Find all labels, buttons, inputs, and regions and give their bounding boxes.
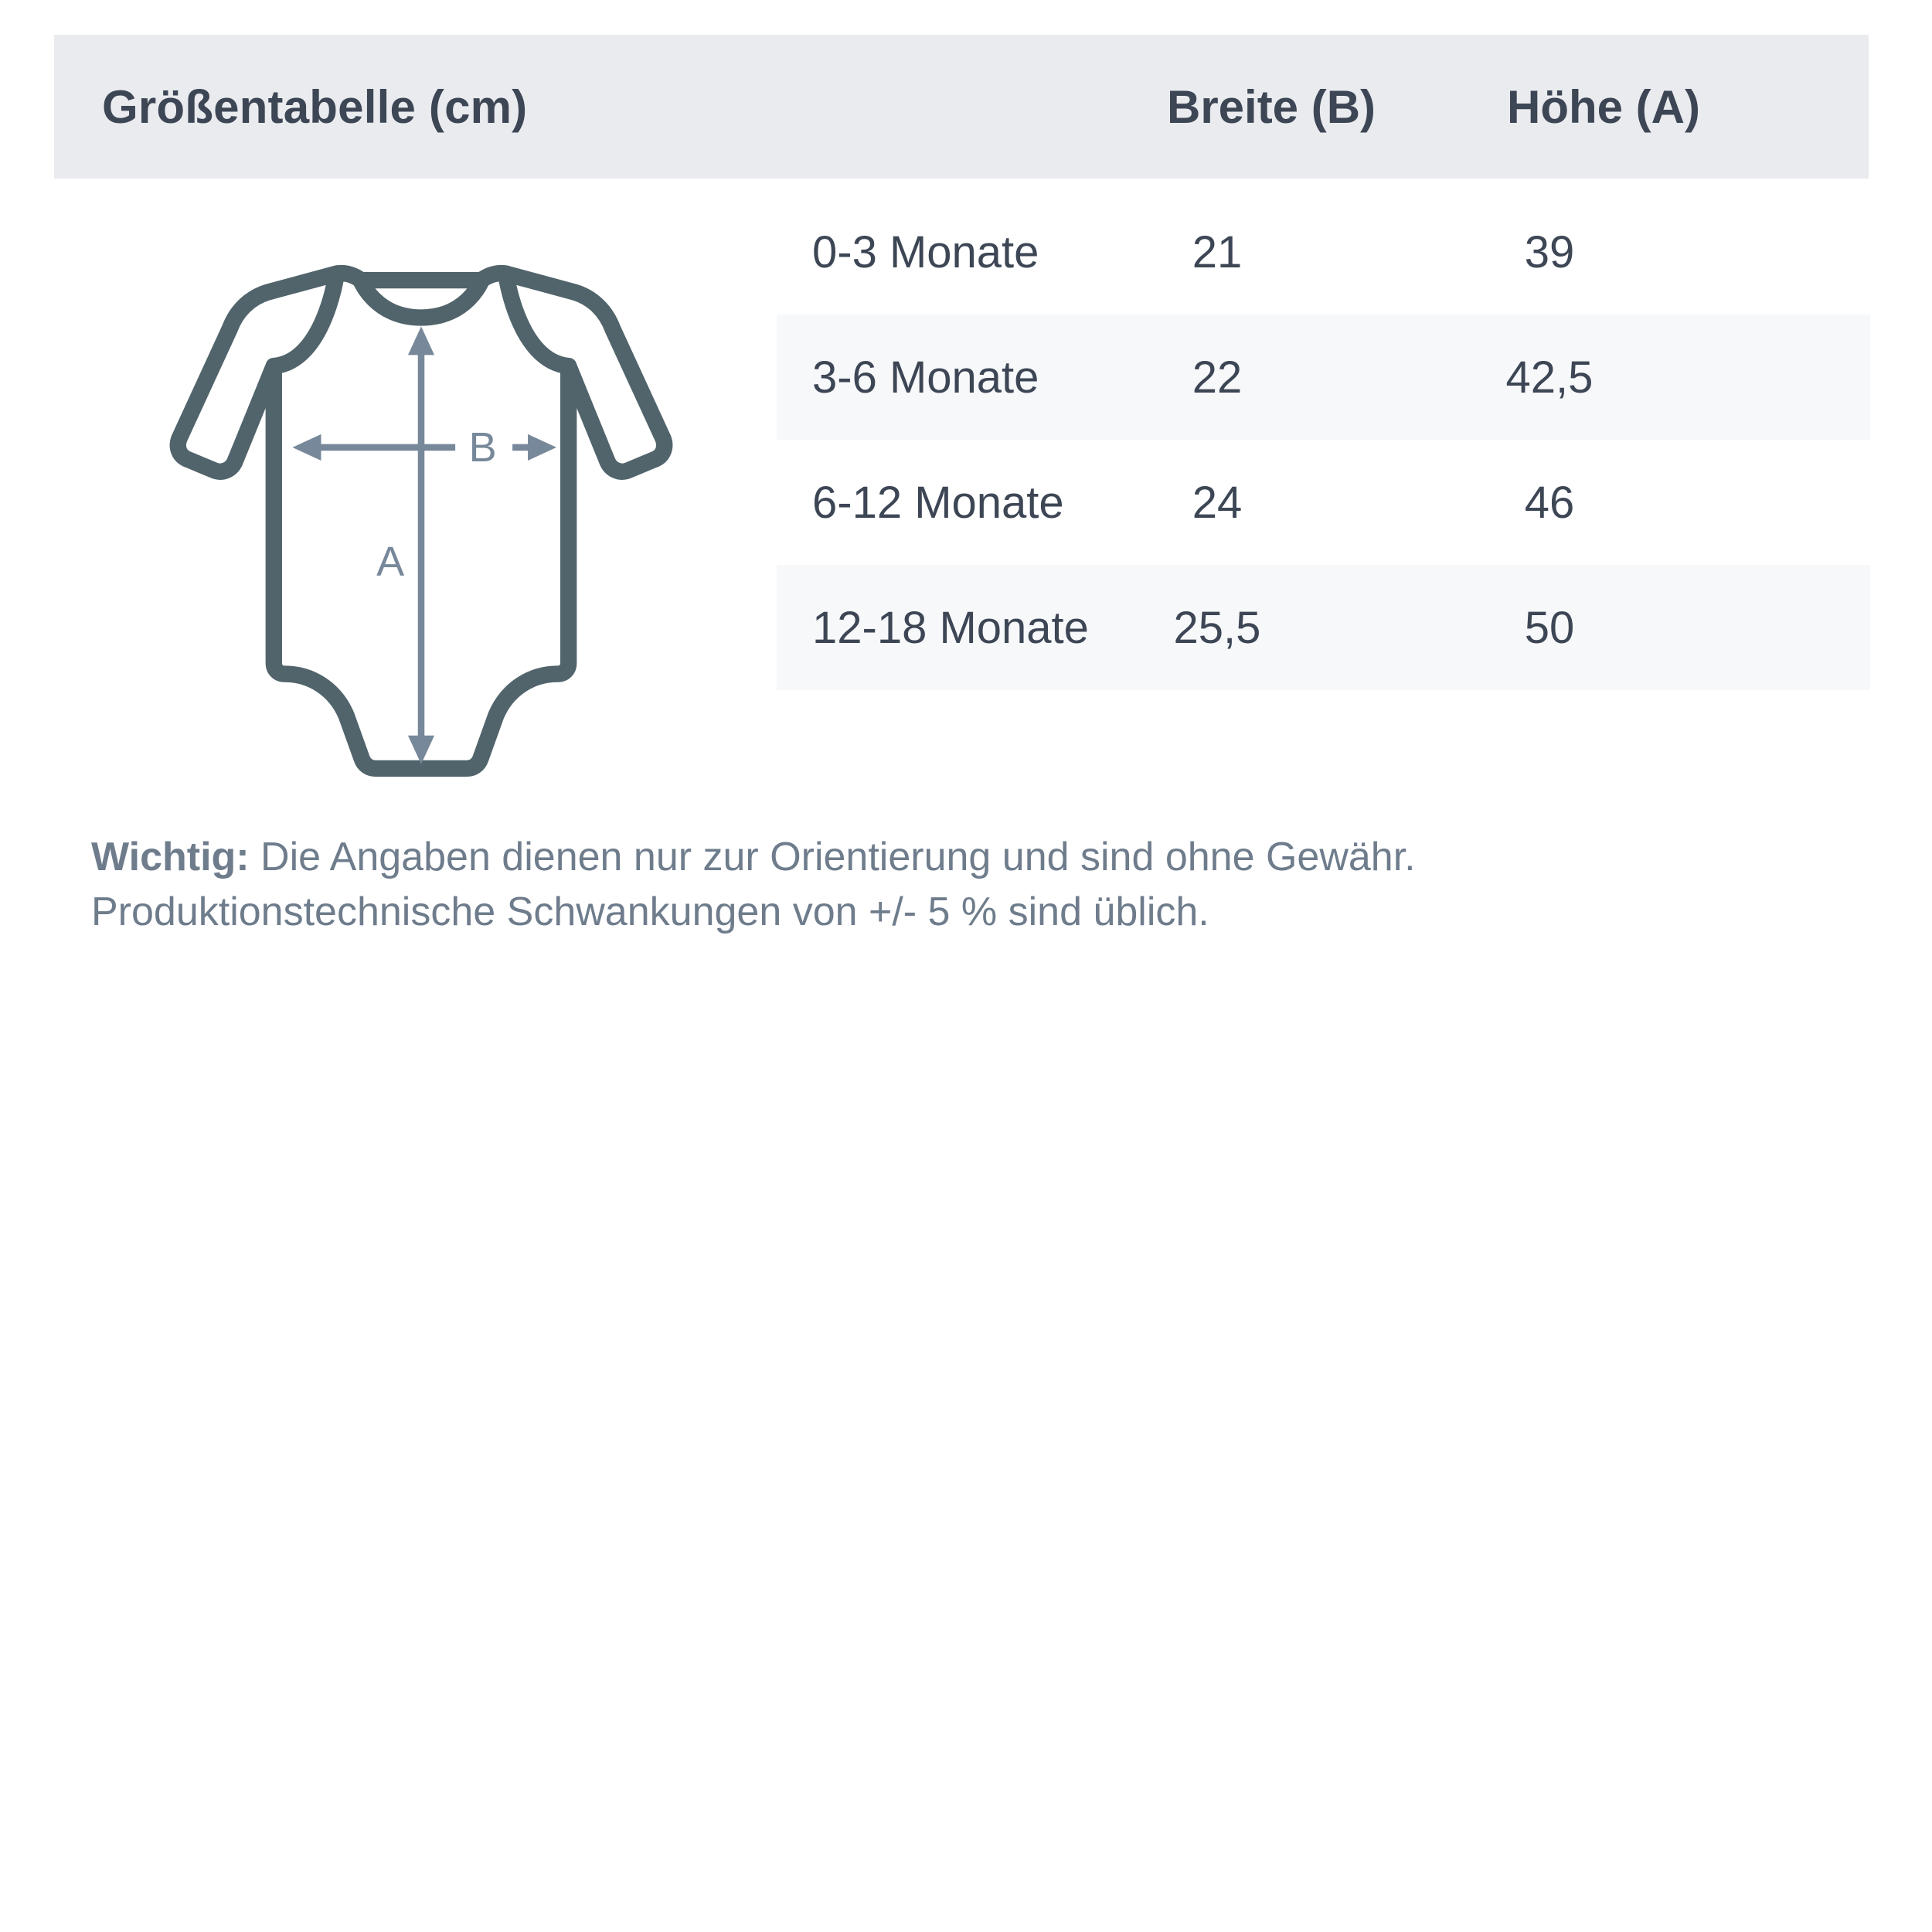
baby-bodysuit-icon	[169, 264, 673, 777]
cell-size: 0-3 Monate	[812, 226, 1039, 277]
cell-height: 42,5	[1505, 352, 1594, 403]
cell-width: 22	[1192, 352, 1243, 403]
disclaimer-note: Wichtig: Die Angaben dienen nur zur Orie…	[91, 833, 1853, 937]
column-header-height: Höhe (A)	[1507, 80, 1700, 133]
cell-height: 46	[1524, 477, 1575, 528]
disclaimer-line-1: Die Angaben dienen nur zur Orientierung …	[249, 835, 1416, 879]
height-arrow-head-top	[407, 326, 435, 355]
page-title: Größentabelle (cm)	[102, 80, 528, 133]
table-row: 12-18 Monate 25,5 50	[777, 565, 1870, 690]
bodysuit-diagram: B A	[135, 232, 707, 804]
width-arrow-head-left	[292, 434, 321, 461]
measurement-arrows	[292, 326, 557, 764]
table-header-band: Größentabelle (cm) Breite (B) Höhe (A)	[54, 35, 1869, 179]
cell-width: 21	[1192, 226, 1243, 277]
table-row: 3-6 Monate 22 42,5	[777, 315, 1870, 440]
disclaimer-lead: Wichtig:	[91, 835, 250, 879]
height-label: A	[376, 539, 404, 585]
cell-height: 50	[1524, 602, 1575, 653]
disclaimer-line-2: Produktionstechnische Schwankungen von +…	[91, 889, 1209, 935]
table-row: 6-12 Monate 24 46	[777, 440, 1870, 565]
cell-height: 39	[1524, 226, 1575, 277]
cell-size: 12-18 Monate	[812, 602, 1089, 653]
cell-size: 3-6 Monate	[812, 352, 1039, 403]
width-arrow-head-right	[528, 434, 557, 461]
width-label: B	[469, 424, 497, 471]
table-row: 0-3 Monate 21 39	[777, 189, 1870, 315]
cell-width: 25,5	[1173, 602, 1261, 653]
cell-size: 6-12 Monate	[812, 477, 1064, 528]
column-header-width: Breite (B)	[1166, 80, 1376, 133]
height-arrow-head-bottom	[407, 735, 435, 764]
cell-width: 24	[1192, 477, 1243, 528]
size-table: 0-3 Monate 21 39 3-6 Monate 22 42,5 6-12…	[777, 189, 1870, 690]
